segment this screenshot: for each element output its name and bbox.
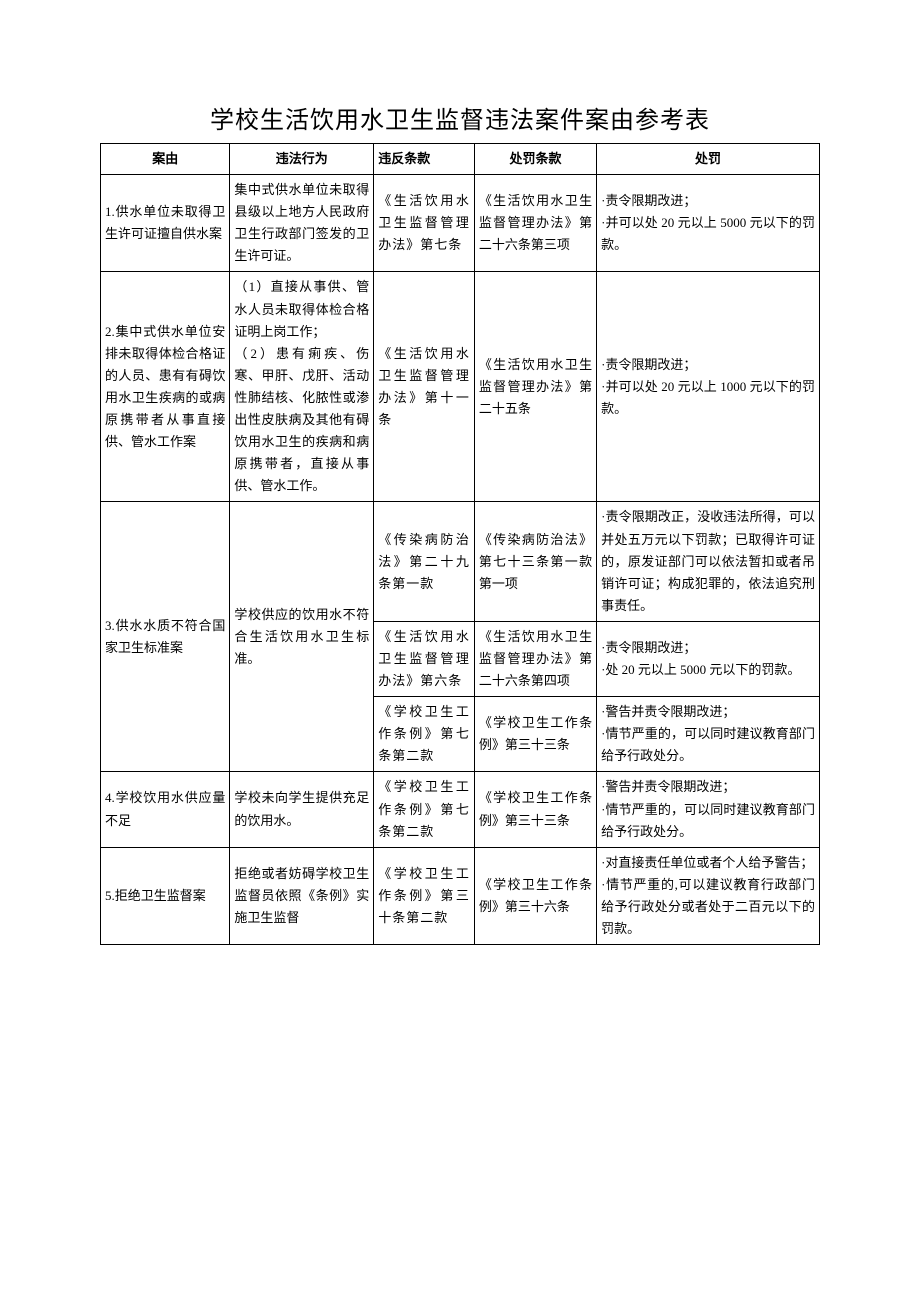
cell-case: 4.学校饮用水供应量不足 [101,772,230,847]
cell-violation: 《生活饮用水卫生监督管理办法》第十一条 [374,272,475,502]
reference-table: 案由 违法行为 违反条款 处罚条款 处罚 1.供水单位未取得卫生许可证擅自供水案… [100,143,820,945]
cell-penalty-clause: 《生活饮用水卫生监督管理办法》第二十六条第四项 [474,621,596,696]
cell-violation: 《学校卫生工作条例》第七条第二款 [374,697,475,772]
header-behavior: 违法行为 [230,144,374,175]
table-row: 3.供水水质不符合国家卫生标准案 学校供应的饮用水不符合生活饮用水卫生标准。 《… [101,502,820,621]
cell-case: 5.拒绝卫生监督案 [101,847,230,944]
header-penalty-clause: 处罚条款 [474,144,596,175]
cell-case: 1.供水单位未取得卫生许可证擅自供水案 [101,175,230,272]
cell-case: 3.供水水质不符合国家卫生标准案 [101,502,230,772]
cell-penalty: ·责令限期改正，没收违法所得，可以并处五万元以下罚款；已取得许可证的，原发证部门… [597,502,820,621]
cell-behavior: （1）直接从事供、管水人员未取得体检合格证明上岗工作；（2）患有痢疾、伤寒、甲肝… [230,272,374,502]
cell-penalty: ·警告并责令限期改进；·情节严重的，可以同时建议教育部门给予行政处分。 [597,697,820,772]
cell-violation: 《学校卫生工作条例》第七条第二款 [374,772,475,847]
cell-case: 2.集中式供水单位安排未取得体检合格证的人员、患有有碍饮用水卫生疾病的或病原携带… [101,272,230,502]
cell-penalty-clause: 《学校卫生工作条例》第三十六条 [474,847,596,944]
cell-violation: 《传染病防治法》第二十九条第一款 [374,502,475,621]
cell-penalty: ·责令限期改进；·并可以处 20 元以上 1000 元以下的罚款。 [597,272,820,502]
table-header-row: 案由 违法行为 违反条款 处罚条款 处罚 [101,144,820,175]
cell-penalty: ·责令限期改进；·处 20 元以上 5000 元以下的罚款。 [597,621,820,696]
table-row: 2.集中式供水单位安排未取得体检合格证的人员、患有有碍饮用水卫生疾病的或病原携带… [101,272,820,502]
cell-penalty: ·警告并责令限期改进；·情节严重的，可以同时建议教育部门给予行政处分。 [597,772,820,847]
page-title: 学校生活饮用水卫生监督违法案件案由参考表 [100,100,820,135]
cell-penalty-clause: 《学校卫生工作条例》第三十三条 [474,772,596,847]
cell-behavior: 集中式供水单位未取得县级以上地方人民政府卫生行政部门签发的卫生许可证。 [230,175,374,272]
cell-penalty-clause: 《传染病防治法》第七十三条第一款第一项 [474,502,596,621]
cell-penalty-clause: 《生活饮用水卫生监督管理办法》第二十六条第三项 [474,175,596,272]
header-violation: 违反条款 [374,144,475,175]
cell-behavior: 学校供应的饮用水不符合生活饮用水卫生标准。 [230,502,374,772]
table-row: 5.拒绝卫生监督案 拒绝或者妨碍学校卫生监督员依照《条例》实施卫生监督 《学校卫… [101,847,820,944]
header-penalty: 处罚 [597,144,820,175]
table-row: 4.学校饮用水供应量不足 学校未向学生提供充足的饮用水。 《学校卫生工作条例》第… [101,772,820,847]
cell-behavior: 学校未向学生提供充足的饮用水。 [230,772,374,847]
header-case: 案由 [101,144,230,175]
cell-behavior: 拒绝或者妨碍学校卫生监督员依照《条例》实施卫生监督 [230,847,374,944]
cell-violation: 《生活饮用水卫生监督管理办法》第六条 [374,621,475,696]
cell-penalty: ·对直接责任单位或者个人给予警告；·情节严重的,可以建议教育行政部门给予行政处分… [597,847,820,944]
table-row: 1.供水单位未取得卫生许可证擅自供水案 集中式供水单位未取得县级以上地方人民政府… [101,175,820,272]
cell-violation: 《学校卫生工作条例》第三十条第二款 [374,847,475,944]
cell-violation: 《生活饮用水卫生监督管理办法》第七条 [374,175,475,272]
cell-penalty: ·责令限期改进；·并可以处 20 元以上 5000 元以下的罚款。 [597,175,820,272]
cell-penalty-clause: 《生活饮用水卫生监督管理办法》第二十五条 [474,272,596,502]
cell-penalty-clause: 《学校卫生工作条例》第三十三条 [474,697,596,772]
